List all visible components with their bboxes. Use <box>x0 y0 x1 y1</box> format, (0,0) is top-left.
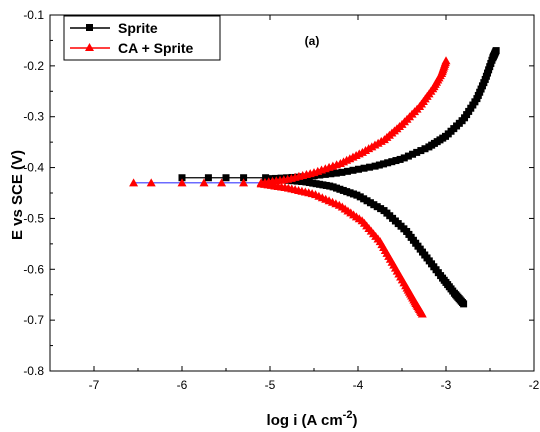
y-tick-label: -0.6 <box>23 262 44 276</box>
data-point <box>380 160 388 168</box>
data-point <box>338 168 346 176</box>
data-point <box>360 164 368 172</box>
data-point <box>293 177 301 185</box>
cathodic-branch <box>256 179 427 318</box>
legend-label-ca-sprite: CA + Sprite <box>118 40 194 56</box>
x-axis-title-sup: -2 <box>343 409 353 421</box>
data-point <box>222 174 230 182</box>
data-point <box>204 174 212 182</box>
data-point <box>217 178 227 187</box>
y-tick-label: -0.8 <box>23 364 44 378</box>
data-point <box>388 158 396 166</box>
data-point <box>355 165 363 173</box>
x-axis-title: log i (A cm-2) <box>267 409 358 429</box>
cathodic-branch <box>266 175 468 308</box>
x-axis-title-main: log i (A cm <box>267 412 343 429</box>
data-point <box>366 163 374 171</box>
data-point <box>396 155 404 163</box>
data-point <box>262 174 270 182</box>
x-axis-title-end: ) <box>352 412 357 429</box>
data-point <box>129 178 139 187</box>
y-tick-label: -0.5 <box>23 211 44 225</box>
data-point <box>492 47 500 55</box>
y-tick-label: -0.4 <box>23 161 44 175</box>
data-point <box>239 178 249 187</box>
data-point <box>298 178 306 186</box>
data-point <box>146 178 156 187</box>
series-ca-sprite <box>129 56 451 318</box>
data-point <box>400 154 408 162</box>
data-point <box>332 169 340 177</box>
data-point <box>375 161 383 169</box>
x-tick-label: -3 <box>441 378 452 392</box>
data-point <box>199 178 209 187</box>
data-point <box>421 145 429 153</box>
plot-curves <box>129 47 500 318</box>
legend-marker-sprite <box>86 24 93 31</box>
legend-marker-ca-sprite <box>85 43 94 51</box>
data-point <box>271 175 279 183</box>
data-point <box>417 147 425 155</box>
x-tick-label: -5 <box>265 378 276 392</box>
data-point <box>240 174 248 182</box>
legend-box <box>63 15 221 61</box>
data-point <box>177 178 187 187</box>
data-point <box>460 300 468 308</box>
data-point <box>392 157 400 165</box>
data-point <box>371 162 379 170</box>
y-tick-label: -0.2 <box>23 59 44 73</box>
anodic-branch <box>266 47 500 183</box>
x-tick-label: -4 <box>353 378 364 392</box>
data-point <box>349 166 357 174</box>
data-point <box>343 167 351 175</box>
y-axis-title: E vs SCE (V) <box>9 150 26 240</box>
axis-ticks: -7 -6 -5 -4 -3 -2 -0.8 -0.7 -0.6 -0.5 -0.4 -0.3 -0.2… <box>23 8 539 392</box>
data-point <box>321 170 329 178</box>
series-sprite <box>178 47 500 308</box>
panel-label: (a) <box>305 34 320 48</box>
y-tick-label: -0.7 <box>23 313 44 327</box>
data-point <box>417 309 427 318</box>
data-point <box>178 174 186 182</box>
data-point <box>316 171 324 179</box>
data-point <box>404 152 412 160</box>
y-tick-label: -0.3 <box>23 110 44 124</box>
legend: Sprite CA + Sprite <box>63 15 221 61</box>
data-point <box>413 148 421 156</box>
data-point <box>441 56 451 65</box>
x-tick-label: -7 <box>89 378 100 392</box>
data-point <box>409 150 417 158</box>
anodic-curve-line <box>261 60 448 185</box>
x-tick-label: -2 <box>529 378 540 392</box>
legend-label-sprite: Sprite <box>118 20 158 36</box>
data-point <box>266 175 274 183</box>
y-tick-label: -0.1 <box>23 8 44 22</box>
cathodic-curve-line <box>260 182 424 315</box>
data-point <box>327 170 335 178</box>
data-point <box>384 159 392 167</box>
x-tick-label: -6 <box>177 378 188 392</box>
